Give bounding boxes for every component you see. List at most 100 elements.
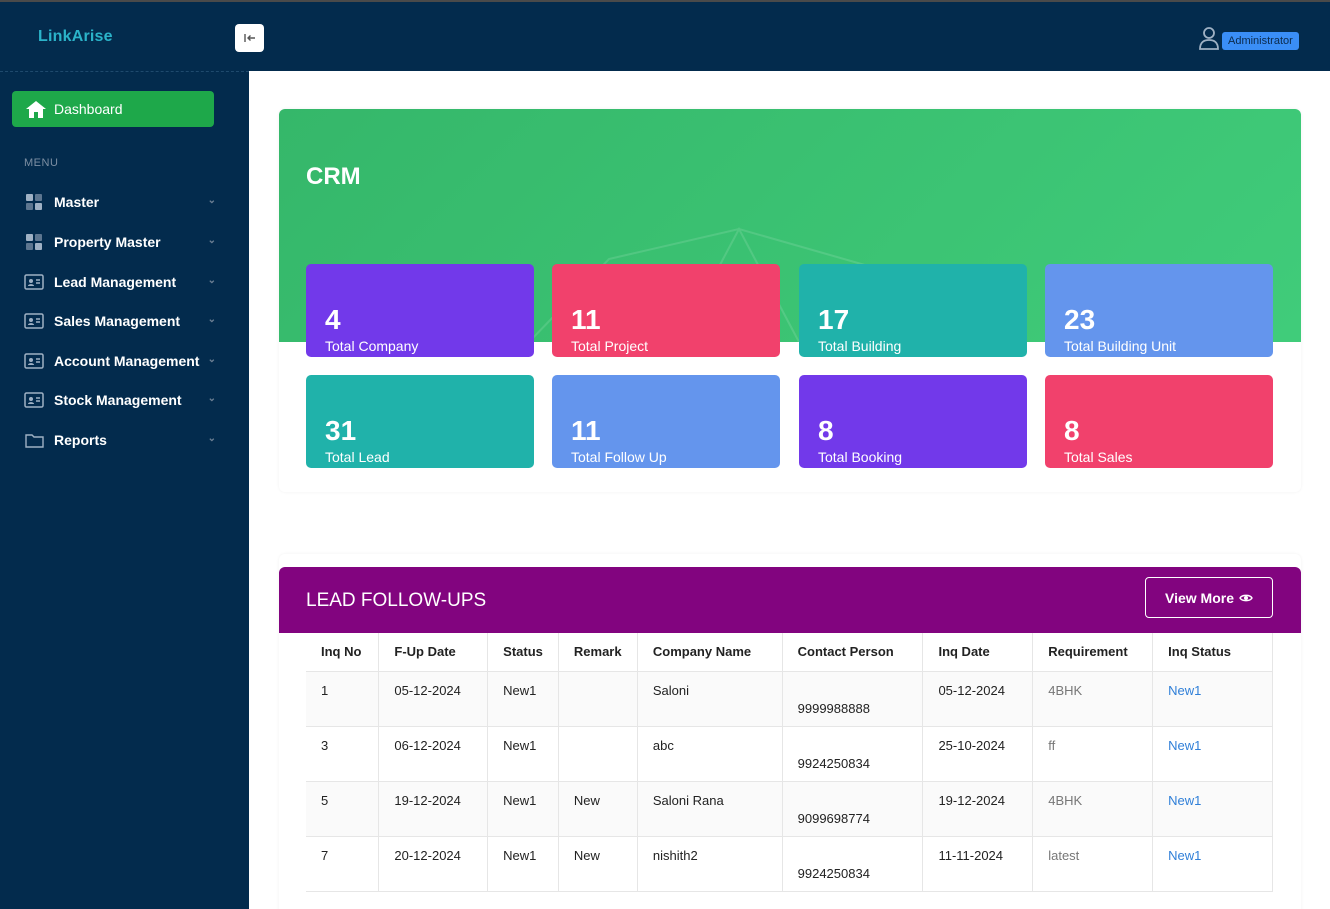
stat-card-total-building-unit[interactable]: 23 Total Building Unit — [1045, 264, 1273, 357]
cell-contact: 9099698774 — [781, 781, 923, 837]
column-header[interactable]: Requirement — [1032, 633, 1153, 672]
cell-contact: 9999988888 — [781, 671, 923, 727]
sidebar-item-lead-management[interactable]: Lead Management ⌄ — [24, 269, 216, 295]
stat-card-total-lead[interactable]: 31 Total Lead — [306, 375, 534, 468]
eye-icon — [1239, 594, 1253, 601]
cell-inq-status[interactable]: New1 — [1152, 781, 1273, 837]
chevron-down-icon: ⌄ — [207, 235, 216, 246]
id-card-icon — [24, 273, 44, 291]
stat-card-total-follow-up[interactable]: 11 Total Follow Up — [552, 375, 780, 468]
cell-inq-no: 1 — [306, 671, 379, 727]
stat-label: Total Follow Up — [571, 449, 667, 465]
table-row[interactable]: 1 05-12-2024 New1 Saloni 9999988888 05-1… — [306, 671, 1273, 727]
cell-status: New1 — [487, 671, 559, 727]
user-icon[interactable] — [1198, 26, 1220, 50]
chevron-down-icon: ⌄ — [207, 433, 216, 444]
column-header[interactable]: Inq Status — [1152, 633, 1273, 672]
stat-card-total-booking[interactable]: 8 Total Booking — [799, 375, 1027, 468]
grid-icon — [24, 193, 44, 211]
cell-inq-date: 05-12-2024 — [922, 671, 1033, 727]
sidebar-item-reports[interactable]: Reports ⌄ — [24, 427, 216, 453]
cell-remark: New — [557, 836, 638, 892]
column-header[interactable]: Remark — [557, 633, 638, 672]
cell-requirement: latest — [1032, 836, 1153, 892]
sidebar-item-dashboard[interactable]: Dashboard — [12, 91, 214, 127]
table-row[interactable]: 5 19-12-2024 New1 New Saloni Rana 909969… — [306, 781, 1273, 837]
stat-value: 8 — [818, 415, 834, 446]
stat-value: 23 — [1064, 304, 1096, 335]
folder-icon — [24, 431, 44, 449]
stat-value: 11 — [571, 304, 601, 335]
sidebar-toggle-button[interactable] — [235, 24, 264, 52]
cell-company: nishith2 — [636, 836, 783, 892]
chevron-down-icon: ⌄ — [207, 275, 216, 286]
sidebar-item-stock-management[interactable]: Stock Management ⌄ — [24, 387, 216, 413]
stat-card-total-project[interactable]: 11 Total Project — [552, 264, 780, 357]
column-header[interactable]: Inq Date — [922, 633, 1033, 672]
cell-inq-status[interactable]: New1 — [1152, 671, 1273, 727]
cell-company: Saloni Rana — [636, 781, 783, 837]
brand-logo[interactable]: LinkArise — [38, 28, 113, 45]
cell-inq-date: 25-10-2024 — [922, 726, 1033, 782]
crm-summary-card: CRM 4 Total Company 11 Total Project 17 … — [279, 109, 1301, 492]
user-role-badge[interactable]: Administrator — [1222, 32, 1299, 50]
column-header[interactable]: Company Name — [636, 633, 783, 672]
stat-label: Total Lead — [325, 449, 390, 465]
stat-value: 11 — [571, 415, 601, 446]
cell-contact: 9924250834 — [781, 726, 923, 782]
sidebar-item-label: Sales Management — [54, 313, 181, 329]
contact-number: 9924250834 — [797, 865, 870, 881]
cell-inq-no: 5 — [306, 781, 379, 837]
sidebar-item-label: Account Management — [54, 353, 200, 369]
sidebar: Dashboard MENU Master ⌄ Property Master … — [0, 71, 249, 909]
column-header[interactable]: Status — [487, 633, 559, 672]
button-label: View More — [1165, 589, 1234, 606]
menu-section-label: MENU — [24, 157, 59, 169]
column-header[interactable]: Inq No — [306, 633, 379, 672]
stat-label: Total Project — [571, 338, 649, 354]
cell-inq-date: 11-11-2024 — [922, 836, 1033, 892]
cell-inq-status[interactable]: New1 — [1152, 836, 1273, 892]
sidebar-item-label: Lead Management — [54, 274, 177, 290]
stat-label: Total Company — [325, 338, 419, 354]
id-card-icon — [24, 391, 44, 409]
stat-label: Total Sales — [1064, 449, 1133, 465]
view-more-button[interactable]: View More — [1145, 577, 1273, 618]
stat-card-total-company[interactable]: 4 Total Company — [306, 264, 534, 357]
sidebar-item-master[interactable]: Master ⌄ — [24, 189, 216, 215]
section-title: LEAD FOLLOW-UPS — [306, 590, 487, 611]
sidebar-item-property-master[interactable]: Property Master ⌄ — [24, 229, 216, 255]
id-card-icon — [24, 312, 44, 330]
column-header[interactable]: Contact Person — [781, 633, 923, 672]
cell-status: New1 — [487, 836, 559, 892]
cell-inq-no: 7 — [306, 836, 379, 892]
cell-company: Saloni — [636, 671, 783, 727]
top-bar: LinkArise Administrator — [0, 0, 1330, 71]
chevron-down-icon: ⌄ — [207, 354, 216, 365]
sidebar-item-sales-management[interactable]: Sales Management ⌄ — [24, 308, 216, 334]
cell-company: abc — [636, 726, 783, 782]
stat-card-total-sales[interactable]: 8 Total Sales — [1045, 375, 1273, 468]
lead-followups-header: LEAD FOLLOW-UPS View More — [279, 567, 1301, 633]
cell-remark — [557, 726, 638, 782]
table-row[interactable]: 3 06-12-2024 New1 abc 9924250834 25-10-2… — [306, 726, 1273, 782]
cell-remark: New — [557, 781, 638, 837]
sidebar-item-label: Master — [54, 194, 100, 210]
grid-icon — [24, 233, 44, 251]
column-header[interactable]: F-Up Date — [378, 633, 488, 672]
contact-number: 9924250834 — [797, 755, 870, 771]
cell-inq-status[interactable]: New1 — [1152, 726, 1273, 782]
sidebar-item-account-management[interactable]: Account Management ⌄ — [24, 348, 216, 374]
sidebar-item-label: Reports — [54, 432, 107, 448]
stat-value: 31 — [325, 415, 357, 446]
lead-followups-card: LEAD FOLLOW-UPS View More Inq No F-Up Da… — [279, 554, 1301, 909]
cell-remark — [557, 671, 638, 727]
stat-value: 4 — [325, 304, 341, 335]
stat-card-total-building[interactable]: 17 Total Building — [799, 264, 1027, 357]
id-card-icon — [24, 352, 44, 370]
cell-status: New1 — [487, 726, 559, 782]
cell-fup-date: 20-12-2024 — [378, 836, 488, 892]
home-icon — [26, 100, 46, 118]
table-row[interactable]: 7 20-12-2024 New1 New nishith2 992425083… — [306, 836, 1273, 892]
stat-value: 8 — [1064, 415, 1080, 446]
